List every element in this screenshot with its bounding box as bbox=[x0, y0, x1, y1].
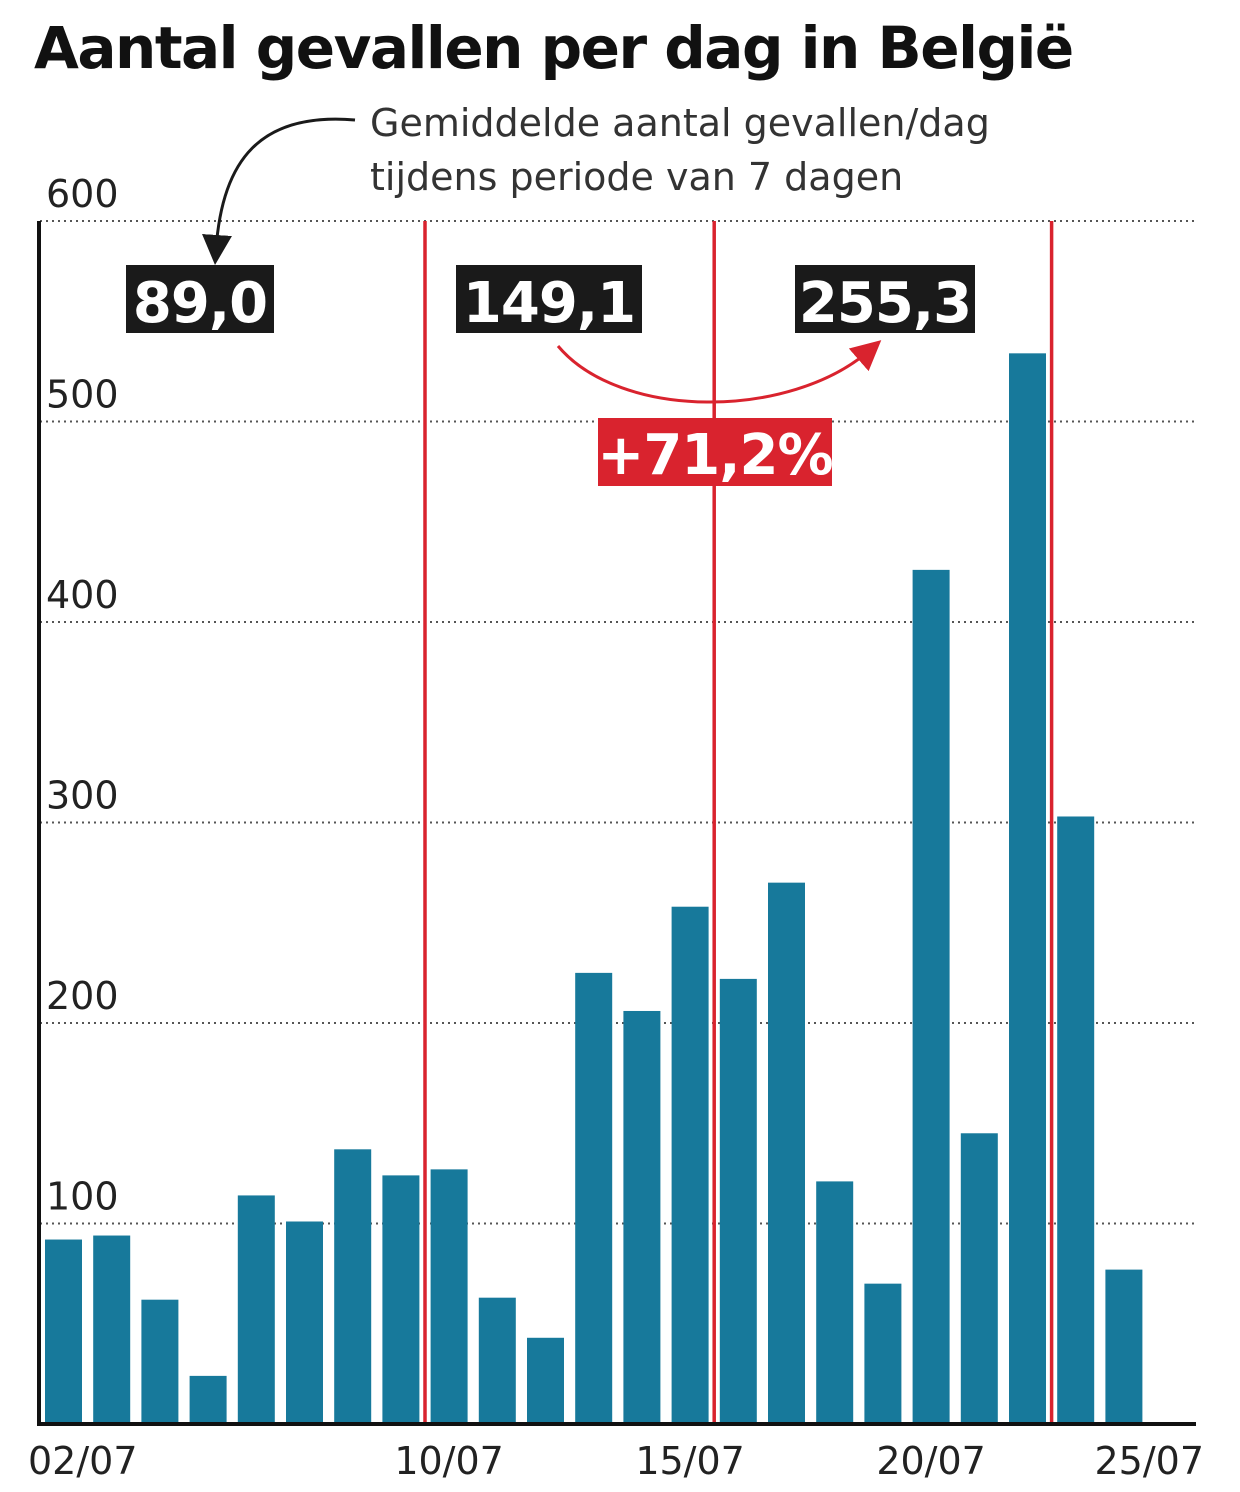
bar-12/07 bbox=[527, 1337, 564, 1424]
y-tick-label: 300 bbox=[46, 774, 119, 818]
change-annotation: +71,2% bbox=[556, 340, 882, 488]
x-tick-label: 25/07 bbox=[1094, 1439, 1204, 1483]
badge-average-3: 255,3 bbox=[799, 271, 971, 336]
bar-02/07 bbox=[45, 1239, 82, 1424]
bar-06/07 bbox=[237, 1195, 275, 1424]
badge-bg-2 bbox=[456, 265, 642, 333]
axes bbox=[37, 221, 1196, 1426]
badge-average-1: 89,0 bbox=[133, 271, 267, 336]
y-tick-label: 100 bbox=[46, 1175, 119, 1219]
bar-11/07 bbox=[478, 1297, 516, 1424]
x-tick-label: 20/07 bbox=[876, 1439, 986, 1483]
badge-bg-1 bbox=[126, 265, 274, 333]
y-tick-label: 600 bbox=[46, 172, 119, 216]
y-tick-labels: 100 200 300 400 500 600 bbox=[46, 172, 119, 1219]
x-tick-label: 02/07 bbox=[28, 1439, 138, 1483]
bar-10/07 bbox=[430, 1169, 468, 1424]
bar-19/07 bbox=[864, 1283, 902, 1424]
bar-15/07 bbox=[671, 906, 709, 1424]
change-arrow-icon bbox=[556, 340, 882, 404]
note-arrow-icon bbox=[202, 117, 356, 265]
bar-17/07 bbox=[768, 882, 805, 1424]
bar-03/07 bbox=[93, 1235, 131, 1424]
bar-21/07 bbox=[960, 1133, 998, 1424]
y-tick-label: 200 bbox=[46, 974, 119, 1018]
bar-04/07 bbox=[141, 1299, 179, 1424]
change-percentage: +71,2% bbox=[597, 423, 832, 488]
chart-title: Aantal gevallen per dag in België bbox=[34, 14, 1074, 82]
bar-09/07 bbox=[382, 1175, 420, 1424]
bar-05/07 bbox=[189, 1375, 227, 1424]
note-line-1: Gemiddelde aantal gevallen/dag bbox=[370, 101, 990, 145]
x-tick-labels: 02/07 10/07 15/07 20/07 25/07 bbox=[28, 1439, 1204, 1483]
bars bbox=[45, 353, 1191, 1425]
bar-20/07 bbox=[912, 569, 950, 1424]
bar-23/07 bbox=[1057, 816, 1095, 1424]
x-tick-label: 15/07 bbox=[635, 1439, 745, 1483]
bar-08/07 bbox=[334, 1149, 372, 1424]
x-tick-label: 10/07 bbox=[394, 1439, 504, 1483]
y-tick-label: 400 bbox=[46, 573, 119, 617]
bar-18/07 bbox=[816, 1181, 854, 1424]
annotation-note: Gemiddelde aantal gevallen/dag tijdens p… bbox=[202, 101, 990, 265]
badge-bg-3 bbox=[795, 265, 975, 333]
change-badge-bg bbox=[598, 418, 832, 486]
bar-24/07 bbox=[1105, 1269, 1143, 1424]
period-average-badges: 89,0 149,1 255,3 bbox=[126, 265, 975, 336]
bar-16/07 bbox=[719, 978, 757, 1424]
bar-07/07 bbox=[286, 1221, 323, 1424]
note-line-2: tijdens periode van 7 dagen bbox=[370, 155, 903, 199]
bar-22/07 bbox=[1009, 353, 1046, 1425]
badge-average-2: 149,1 bbox=[463, 271, 635, 336]
bar-13/07 bbox=[575, 972, 613, 1424]
y-tick-label: 500 bbox=[46, 373, 119, 417]
bar-14/07 bbox=[623, 1010, 661, 1424]
